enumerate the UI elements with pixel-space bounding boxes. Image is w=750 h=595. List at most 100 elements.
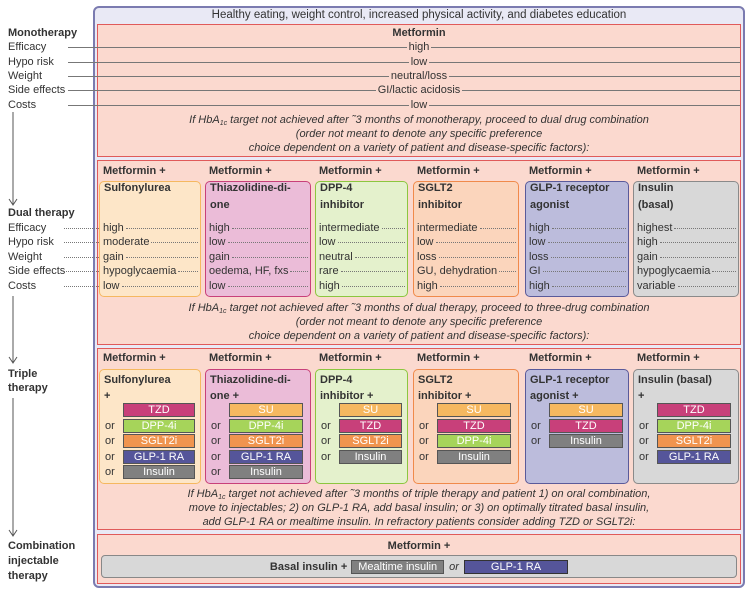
row-label: Costs (8, 280, 37, 292)
drug-card (99, 181, 201, 297)
row-dots (64, 242, 99, 243)
drug-name: GLP-1 receptor (530, 182, 610, 194)
drug-name: Thiazolidine-di- (210, 182, 291, 194)
drug-name: DPP-4 (320, 182, 353, 194)
row-label: Efficacy (8, 222, 47, 234)
row-dots (550, 256, 626, 258)
value-row: intermediate (417, 221, 516, 235)
or-word: or (211, 420, 221, 432)
drug-name: inhibitor + (320, 390, 374, 402)
section-label: Combination (8, 540, 76, 552)
option-badge: SU (339, 403, 402, 417)
row-dots (64, 271, 99, 272)
section-label: therapy (8, 382, 48, 394)
note-text: target not achieved after ˜3 months of t… (225, 488, 651, 500)
column-header: Metformin + (103, 352, 166, 364)
option-badge: DPP-4i (437, 434, 511, 448)
row-dots (381, 227, 405, 229)
dual-value: high (637, 236, 658, 248)
note-line: If HbA1c target not achieved after ˜3 mo… (97, 487, 741, 501)
value-row: highest (637, 221, 736, 235)
row-dots (712, 270, 736, 272)
option-badge: SU (229, 403, 303, 417)
dual-value: high (103, 222, 124, 234)
or-word: or (639, 420, 649, 432)
or-word: or (419, 420, 429, 432)
or-word: or (321, 435, 331, 447)
value-row: GI (529, 264, 626, 278)
dual-value: low (529, 236, 546, 248)
row-dots (125, 256, 198, 258)
dual-value: low (209, 236, 226, 248)
value-row: loss (417, 250, 516, 264)
or-word: or (321, 451, 331, 463)
row-dots (64, 257, 99, 258)
value-row: low (209, 235, 308, 249)
row-dots (227, 241, 308, 243)
option-badge: Insulin (229, 465, 303, 479)
drug-name: one (210, 199, 230, 211)
drug-name: DPP-4 (320, 374, 353, 386)
value-row: GU, dehydration (417, 264, 516, 278)
dual-value: low (417, 236, 434, 248)
value-row: high (529, 279, 626, 293)
row-dots (337, 241, 405, 243)
row-dots (435, 241, 516, 243)
or-word: or (531, 435, 541, 447)
drug-name: inhibitor (418, 199, 462, 211)
value-row: gain (103, 250, 198, 264)
row-dots (499, 270, 516, 272)
option-badge: Insulin (123, 465, 195, 479)
value-row: loss (529, 250, 626, 264)
basal-label: Basal insulin + (269, 560, 348, 573)
column-header: Metformin + (417, 352, 480, 364)
value-row: high (319, 279, 405, 293)
or-word: or (105, 420, 115, 432)
option-badge: DPP-4i (123, 419, 195, 433)
option-badge: GLP-1 RA (657, 450, 731, 464)
note-line: If HbA1c target not achieved after ˜3 mo… (97, 301, 741, 315)
or-word: or (639, 435, 649, 447)
dual-value: intermediate (319, 222, 380, 234)
row-label: Hypo risk (8, 56, 54, 68)
mono-value-text: GI/lactic acidosis (375, 84, 463, 96)
note-sub: 1c (219, 308, 227, 315)
mono-value-text: low (408, 99, 430, 111)
row-dots (121, 285, 198, 287)
option-badge: Insulin (339, 450, 402, 464)
or-word: or (211, 451, 221, 463)
row-dots (64, 228, 99, 229)
dual-value: variable (637, 280, 676, 292)
row-dots (231, 227, 308, 229)
dual-value: loss (529, 251, 549, 263)
row-dots (341, 285, 405, 287)
dual-value: GI (529, 265, 541, 277)
value-row: high (103, 221, 198, 235)
column-header: Metformin + (319, 352, 382, 364)
note-line: add GLP-1 RA or mealtime insulin. In ref… (202, 516, 636, 528)
value-row: gain (209, 250, 308, 264)
option-badge: TZD (657, 403, 731, 417)
column-header: Metformin + (529, 352, 592, 364)
row-dots (125, 227, 198, 229)
dual-value: low (209, 280, 226, 292)
column-header: Metformin + (209, 352, 272, 364)
column-header: Metformin + (103, 165, 166, 177)
row-dots (659, 256, 736, 258)
row-dots (439, 285, 516, 287)
dual-value: low (103, 280, 120, 292)
row-dots (659, 241, 736, 243)
dual-value: high (319, 280, 340, 292)
or-word: or (105, 435, 115, 447)
drug-card (525, 181, 629, 297)
drug-card (205, 181, 311, 297)
value-row: hypoglycaemia (637, 264, 736, 278)
dual-value: high (417, 280, 438, 292)
row-dots (677, 285, 736, 287)
or-word: or (211, 435, 221, 447)
drug-name: agonist + (530, 390, 579, 402)
value-row: intermediate (319, 221, 405, 235)
drug-name: Thiazolidine-di- (210, 374, 291, 386)
note-sub: 1c (218, 494, 226, 501)
value-row: moderate (103, 235, 198, 249)
